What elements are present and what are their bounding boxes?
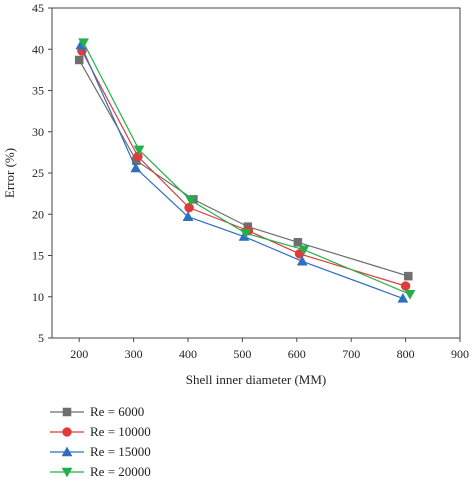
y-tick-label: 40 [32, 42, 44, 56]
data-point [404, 271, 413, 281]
series-line [81, 50, 406, 287]
x-tick-label: 700 [342, 347, 360, 361]
x-tick-label: 200 [70, 347, 88, 361]
legend-item: Re = 10000 [50, 424, 151, 439]
legend-label: Re = 6000 [90, 404, 144, 419]
data-point [185, 195, 197, 206]
series-line [83, 42, 411, 295]
y-tick-label: 5 [38, 331, 44, 345]
legend-label: Re = 15000 [90, 444, 151, 459]
series-4 [78, 38, 416, 300]
y-tick-label: 10 [32, 290, 44, 304]
legend-item: Re = 6000 [50, 404, 144, 419]
x-tick-label: 600 [288, 347, 306, 361]
series-3 [75, 39, 409, 303]
x-tick-label: 400 [179, 347, 197, 361]
legend-marker [61, 446, 73, 457]
y-tick-label: 20 [32, 207, 44, 221]
y-tick-label: 45 [32, 1, 44, 15]
x-tick-label: 500 [233, 347, 251, 361]
series-line [80, 44, 404, 299]
x-axis-label: Shell inner diameter (MM) [186, 372, 326, 387]
data-point [78, 38, 89, 49]
x-tick-label: 300 [125, 347, 143, 361]
legend: Re = 6000 Re = 10000 Re = 15000 Re = 20000 [50, 404, 151, 479]
legend-label: Re = 10000 [90, 424, 151, 439]
y-axis: 5 10 15 20 25 30 35 40 45 [32, 1, 52, 345]
data-point [130, 162, 142, 173]
legend-marker [62, 427, 72, 437]
data-point [397, 292, 409, 303]
legend-marker [61, 467, 73, 478]
legend-label: Re = 20000 [90, 464, 151, 479]
data-point [404, 290, 416, 300]
data-point [293, 238, 303, 247]
x-axis: 200 300 400 500 600 700 800 900 [70, 338, 469, 361]
y-tick-label: 30 [32, 125, 44, 139]
x-tick-label: 900 [451, 347, 469, 361]
data-point [184, 202, 194, 213]
data-point [133, 145, 145, 156]
data-point [296, 255, 308, 266]
legend-item: Re = 15000 [50, 444, 151, 459]
y-tick-label: 35 [32, 84, 44, 98]
data-point [400, 281, 411, 291]
y-axis-label: Error (%) [2, 148, 17, 198]
plot-area-frame [51, 7, 461, 339]
series-1 [74, 55, 413, 281]
series-line [78, 59, 409, 277]
y-tick-label: 25 [32, 166, 44, 180]
data-point [74, 55, 84, 65]
data-point [182, 211, 194, 221]
legend-marker [62, 407, 72, 417]
series-layer [74, 38, 416, 303]
data-point [240, 228, 252, 239]
y-tick-label: 15 [32, 249, 44, 263]
x-tick-label: 800 [397, 347, 415, 361]
series-2 [77, 46, 411, 291]
legend-item: Re = 20000 [50, 464, 151, 479]
data-point [298, 245, 310, 256]
